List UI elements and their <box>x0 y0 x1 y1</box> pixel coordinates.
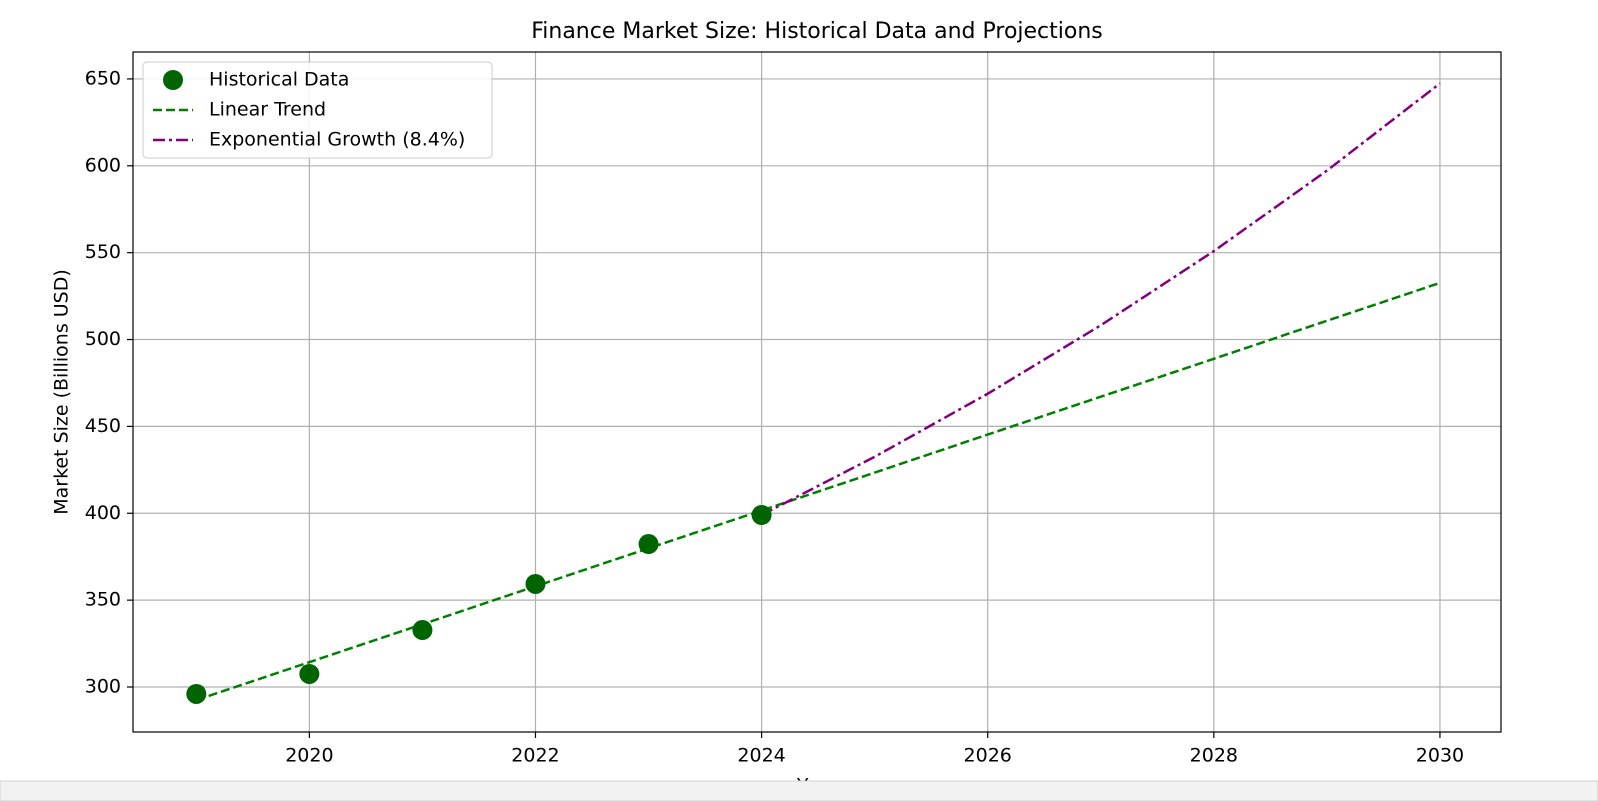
x-tick-label: 2020 <box>285 745 333 767</box>
x-tick-label: 2026 <box>964 745 1012 767</box>
y-tick-label: 500 <box>85 328 121 350</box>
chart-title: Finance Market Size: Historical Data and… <box>531 19 1103 44</box>
y-tick-label: 600 <box>85 154 121 176</box>
data-point <box>751 505 772 526</box>
legend-label: Historical Data <box>209 69 349 91</box>
y-tick-label: 300 <box>85 676 121 698</box>
y-tick-label: 400 <box>85 502 121 524</box>
trend-line <box>195 281 1441 702</box>
legend-marker <box>163 70 183 90</box>
y-tick-label: 650 <box>85 67 121 89</box>
trend-line <box>761 82 1441 517</box>
x-tick-label: 2028 <box>1190 745 1238 767</box>
legend-box <box>142 61 493 159</box>
y-axis-label: Market Size (Billions USD) <box>51 269 73 515</box>
x-tick-label: 2022 <box>511 745 559 767</box>
y-tick-label: 350 <box>85 589 121 611</box>
plot-frame <box>132 51 1502 733</box>
y-tick-label: 450 <box>85 415 121 437</box>
legend-label: Linear Trend <box>209 99 326 121</box>
data-point <box>525 573 546 594</box>
data-point <box>299 663 320 684</box>
legend-label: Exponential Growth (8.4%) <box>209 129 465 151</box>
data-point <box>638 534 659 555</box>
bottom-strip <box>0 780 1598 801</box>
y-tick-label: 550 <box>85 241 121 263</box>
data-point <box>412 620 433 641</box>
x-tick-label: 2024 <box>737 745 785 767</box>
data-point <box>186 683 207 704</box>
x-tick-label: 2030 <box>1416 745 1464 767</box>
